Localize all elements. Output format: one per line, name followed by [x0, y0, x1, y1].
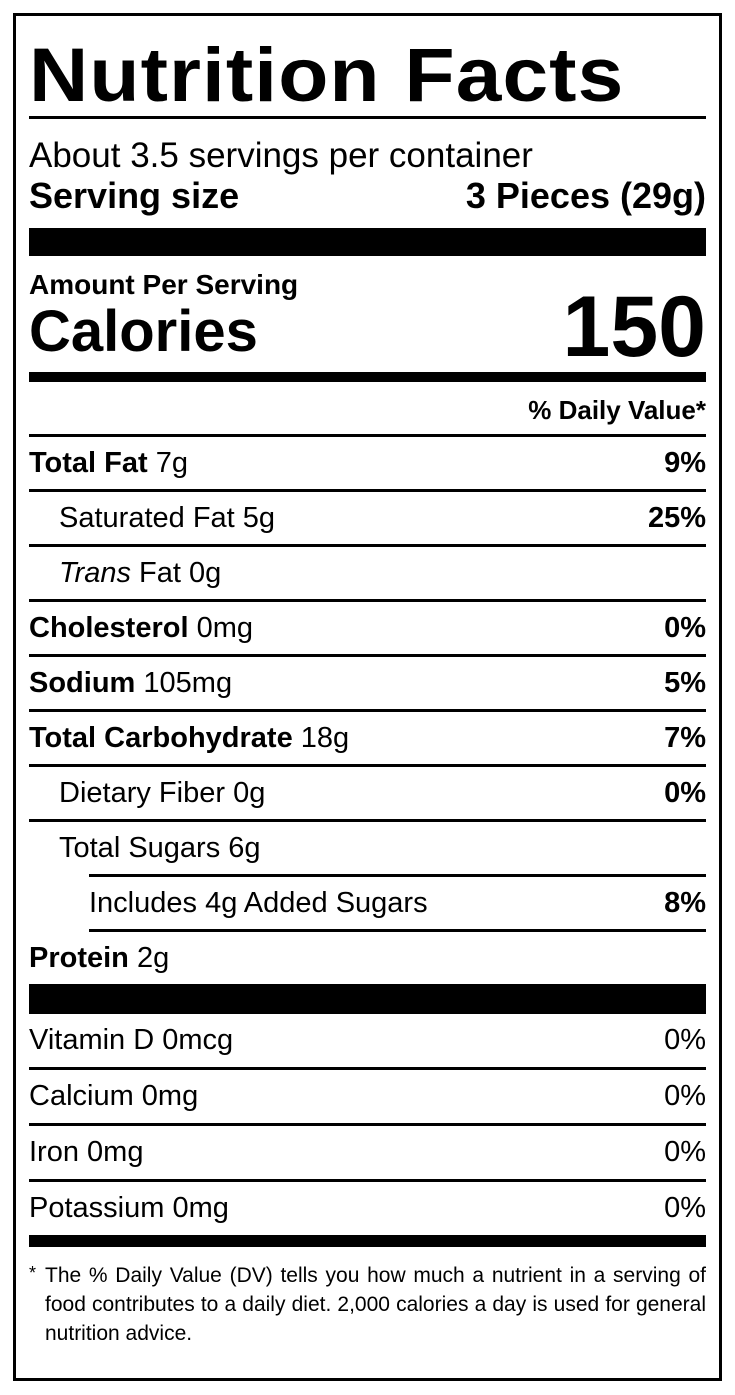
calories-label: Calories	[29, 299, 258, 364]
divider	[29, 116, 706, 119]
nutrient-dv: 25%	[647, 501, 706, 534]
nutrient-amount: 2g	[136, 941, 170, 974]
nutrient-name: Includes 4g Added Sugars	[89, 886, 428, 919]
footnote: * The % Daily Value (DV) tells you how m…	[29, 1261, 706, 1348]
nutrient-amount: 18g	[300, 721, 350, 754]
nutrient-name: Total Sugars	[59, 831, 221, 864]
vitamin-name: Calcium 0mg	[29, 1080, 199, 1112]
label-title: Nutrition Facts	[29, 33, 625, 118]
nutrient-row-total-carbohydrate: Total Carbohydrate 18g 7%	[29, 712, 706, 767]
servings-per-container: About 3.5 servings per container	[29, 136, 533, 175]
nutrient-amount: 0mg	[196, 611, 254, 644]
nutrient-amount: 6g	[228, 831, 261, 864]
nutrient-name: Total Fat	[29, 446, 148, 479]
nutrient-row-trans-fat: Trans Fat 0g	[29, 547, 706, 602]
daily-value-header: % Daily Value*	[29, 382, 706, 437]
nutrition-facts-label: Nutrition Facts About 3.5 servings per c…	[13, 13, 722, 1381]
nutrient-row-total-sugars: Total Sugars 6g	[29, 822, 706, 874]
nutrient-dv: 8%	[664, 886, 706, 919]
thick-divider	[29, 228, 706, 256]
calories-row: Calories 150	[29, 284, 706, 370]
amount-per-serving: Amount Per Serving	[29, 269, 299, 300]
vitamin-dv: 0%	[664, 1192, 706, 1224]
nutrient-row-sodium: Sodium 105mg 5%	[29, 657, 706, 712]
nutrient-name: Total Carbohydrate	[29, 721, 293, 754]
medium-divider	[29, 372, 706, 382]
nutrient-dv: 0%	[664, 611, 706, 644]
vitamin-row-calcium: Calcium 0mg 0%	[29, 1070, 706, 1126]
nutrient-row-cholesterol: Cholesterol 0mg 0%	[29, 602, 706, 657]
added-sugars-section: Includes 4g Added Sugars 8%	[89, 874, 706, 932]
nutrient-amount: 7g	[155, 446, 189, 479]
vitamin-row-vitamin-d: Vitamin D 0mcg 0%	[29, 1014, 706, 1070]
nutrient-row-added-sugars: Includes 4g Added Sugars 8%	[89, 877, 706, 932]
nutrient-row-protein: Protein 2g	[29, 932, 706, 984]
vitamin-dv: 0%	[664, 1080, 706, 1112]
nutrient-row-total-fat: Total Fat 7g 9%	[29, 437, 706, 492]
nutrient-amount: 0g	[233, 776, 266, 809]
calories-value: 150	[562, 279, 707, 375]
vitamin-name: Vitamin D 0mcg	[29, 1024, 234, 1056]
nutrient-dv: 9%	[664, 446, 706, 479]
nutrient-amount: 5g	[242, 501, 276, 534]
nutrient-name: Saturated Fat	[59, 501, 235, 534]
serving-size: Serving size 3 Pieces (29g)	[29, 176, 706, 216]
vitamin-dv: 0%	[664, 1136, 706, 1168]
nutrient-row-saturated-fat: Saturated Fat 5g 25%	[29, 492, 706, 547]
nutrient-amount: 105mg	[143, 666, 233, 699]
vitamin-row-potassium: Potassium 0mg 0%	[29, 1182, 706, 1235]
footnote-asterisk: *	[29, 1263, 37, 1283]
nutrient-name: Protein	[29, 941, 129, 974]
vitamin-name: Potassium 0mg	[29, 1192, 229, 1224]
vitamin-dv: 0%	[664, 1024, 706, 1056]
thick-divider	[29, 984, 706, 1014]
nutrient-name: Trans	[59, 556, 131, 589]
vitamin-row-iron: Iron 0mg 0%	[29, 1126, 706, 1182]
nutrient-name: Cholesterol	[29, 611, 189, 644]
nutrient-row-dietary-fiber: Dietary Fiber 0g 0%	[29, 767, 706, 822]
nutrient-dv: 7%	[664, 721, 706, 754]
vitamin-name: Iron 0mg	[29, 1136, 144, 1168]
nutrient-name: Sodium	[29, 666, 136, 699]
nutrient-name: Dietary Fiber	[59, 776, 225, 809]
serving-size-label: Serving size	[29, 175, 240, 216]
medium-divider	[29, 1235, 706, 1247]
serving-size-value: 3 Pieces (29g)	[465, 175, 706, 216]
nutrient-dv: 0%	[664, 776, 706, 809]
nutrient-name-suffix: Fat	[139, 556, 181, 589]
nutrient-dv: 5%	[664, 666, 706, 699]
nutrient-amount: 0g	[189, 556, 222, 589]
footnote-text: The % Daily Value (DV) tells you how muc…	[45, 1264, 706, 1345]
